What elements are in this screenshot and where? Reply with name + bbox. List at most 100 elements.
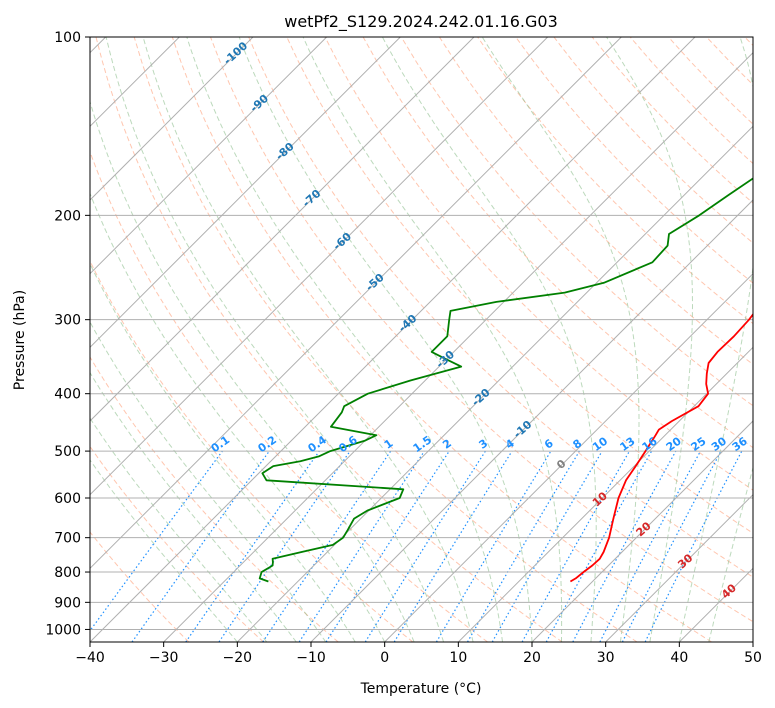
dry-adiabat: [438, 37, 753, 366]
pressure-gridlines: [90, 37, 753, 630]
moist-adiabats: [90, 37, 753, 642]
isotherm: [457, 346, 753, 642]
moist-adiabat: [186, 37, 503, 642]
x-tick-label: 30: [597, 650, 615, 666]
x-tick-label: 10: [449, 650, 467, 666]
isotherm: [163, 51, 753, 642]
dry-adiabat: [706, 37, 753, 86]
isotherm-label: -10: [511, 418, 535, 441]
moist-adiabat: [90, 321, 327, 642]
isotherm-label: -80: [273, 140, 297, 163]
isotherm-label: 10: [590, 489, 610, 509]
mixing-ratio-line: [298, 450, 425, 642]
isotherm: [236, 125, 753, 642]
isotherm: [90, 37, 549, 496]
y-tick-label: 200: [54, 208, 81, 224]
x-tick-label: −40: [75, 650, 105, 666]
moist-adiabat: [302, 37, 563, 642]
x-tick-label: −10: [296, 650, 326, 666]
mixing-ratio-line: [466, 450, 580, 642]
isotherm: [310, 199, 753, 642]
moist-adiabat: [606, 37, 693, 642]
isotherm: [384, 272, 753, 642]
isotherm: [90, 37, 328, 275]
dry-adiabat: [90, 531, 190, 642]
y-tick-label: 800: [54, 565, 81, 581]
dry-adiabat: [515, 37, 753, 284]
mixing-ratio-label: 0.4: [306, 433, 330, 455]
isotherm-label: 0: [554, 457, 569, 472]
moist-adiabat: [105, 37, 445, 642]
moist-adiabat: [90, 192, 386, 642]
dry-adiabat: [744, 37, 753, 47]
isotherm-label: -40: [396, 312, 420, 335]
mixing-ratio-line: [262, 450, 392, 642]
moist-adiabat: [90, 262, 356, 642]
dry-adiabat: [324, 37, 753, 491]
y-tick-label: 600: [54, 491, 81, 507]
x-tick-label: −20: [223, 650, 253, 666]
y-tick-label: 500: [54, 444, 81, 460]
mixing-ratio-label: 1.5: [411, 433, 434, 455]
mixing-ratio-line: [545, 450, 653, 642]
mixing-ratio-label: 6: [542, 437, 556, 452]
isotherm: [605, 493, 753, 642]
isotherm: [90, 37, 475, 422]
dry-adiabat: [90, 445, 264, 642]
y-tick-label: 900: [54, 595, 81, 611]
dry-adiabat: [210, 37, 753, 623]
mixing-ratio-line: [521, 450, 631, 642]
x-tick-label: 40: [670, 650, 688, 666]
moist-adiabat: [142, 37, 474, 642]
mixing-ratio-label: 0.2: [256, 433, 279, 455]
mixing-ratio-lines: [90, 450, 743, 642]
moist-adiabat: [708, 465, 753, 642]
y-axis-title: Pressure (hPa): [12, 290, 28, 390]
chart-title: wetPf2_S129.2024.242.01.16.G03: [284, 12, 558, 32]
dry-adiabat: [90, 150, 488, 642]
mixing-ratio-label: 1: [382, 437, 396, 452]
isotherm-label: -90: [248, 92, 272, 115]
dry-adiabats: [90, 37, 753, 642]
dry-adiabat: [591, 37, 753, 204]
isotherm-label: 40: [719, 581, 739, 601]
isotherm: [752, 641, 753, 642]
isotherm: [90, 37, 401, 349]
mixing-ratio-line: [599, 450, 702, 642]
isotherm: [90, 37, 696, 642]
y-tick-label: 300: [54, 313, 81, 329]
dry-adiabat: [171, 37, 712, 642]
x-tick-label: 50: [744, 650, 762, 666]
mixing-ratio-line: [644, 450, 743, 642]
isotherms: [90, 37, 753, 642]
mixing-ratio-line: [90, 450, 223, 632]
isotherm-label: 20: [634, 519, 654, 539]
mixing-ratio-line: [185, 450, 320, 642]
mixing-ratio-line: [131, 450, 270, 642]
plot-frame: [89, 36, 754, 643]
isotherm-label: -50: [363, 271, 387, 294]
dry-adiabat: [95, 37, 563, 642]
moist-adiabat: [90, 417, 268, 642]
moist-adiabat: [238, 37, 533, 642]
mixing-ratio-label: 2: [440, 437, 454, 452]
isotherm-label: -30: [434, 348, 458, 371]
y-tick-label: 700: [54, 531, 81, 547]
isotherm-label: -70: [300, 187, 324, 210]
isotherm: [90, 37, 622, 570]
y-tick-label: 100: [54, 30, 81, 46]
mixing-ratio-label: 0.6: [336, 433, 360, 455]
isotherm-label: -60: [331, 230, 355, 253]
x-axis-title: Temperature (°C): [360, 681, 482, 697]
plot-area: 0.1 0.2 0.4 0.6 1 1.5 2 3 4 6 8 10 13 16 20 25 30 36-100-…: [90, 37, 753, 642]
dewpoint-line: [258, 177, 753, 583]
mixing-ratio-line: [393, 450, 513, 642]
dry-adiabat: [668, 37, 753, 125]
moist-adiabat: [90, 459, 238, 642]
y-axis-ticks: 100 200 300 400 500 600 700 800 900 1000: [45, 30, 90, 638]
mixing-ratio-label: 4: [503, 437, 517, 452]
moist-adiabat: [481, 37, 640, 642]
x-tick-label: 20: [523, 650, 541, 666]
isotherm: [678, 567, 753, 642]
